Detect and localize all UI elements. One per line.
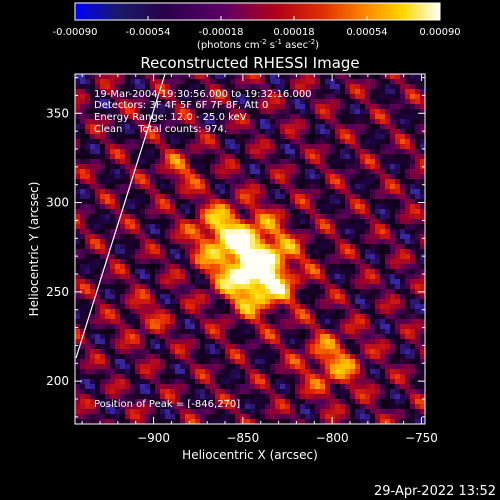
- colorbar-units: (photons cm-2 s-1 asec-2): [197, 38, 319, 51]
- y-tick-label: 200: [46, 374, 69, 388]
- y-tick-label: 350: [46, 106, 69, 120]
- colorbar-tick-label: 0.00018: [273, 27, 314, 38]
- colorbar-gradient: [74, 2, 441, 21]
- image-area: [74, 73, 426, 425]
- plot-title: Reconstructed RHESSI Image: [140, 54, 359, 72]
- x-tick-label: −800: [316, 431, 349, 445]
- colorbar-tick-label: 0.00054: [346, 27, 387, 38]
- x-tick-label: −850: [226, 431, 259, 445]
- annotations: 19-Mar-2004 19:30:56.000 to 19:32:16.000…: [94, 89, 312, 410]
- footer-timestamp: 29-Apr-2022 13:52: [374, 484, 496, 499]
- energy-range-label: Energy Range: 12.0 - 25.0 keV: [94, 112, 247, 123]
- time-range-label: 19-Mar-2004 19:30:56.000 to 19:32:16.000: [94, 89, 312, 100]
- y-tick-label: 250: [46, 285, 69, 299]
- x-axis-label: Heliocentric X (arcsec): [182, 448, 318, 462]
- y-tick-label: 300: [46, 196, 69, 210]
- x-axis: −900 −850 −800 −750: [81, 74, 438, 445]
- colorbar-ticks: -0.00090 -0.00054 -0.00018 0.00018 0.00054 0.…: [53, 16, 461, 38]
- colorbar-tick-label: 0.00090: [419, 27, 460, 38]
- colorbar-tick-label: -0.00054: [126, 27, 171, 38]
- colorbar-tick-label: -0.00018: [199, 27, 244, 38]
- x-tick-label: −900: [137, 431, 170, 445]
- detectors-label: Detectors: 3F 4F 5F 6F 7F 8F, Att 0: [94, 100, 268, 111]
- colorbar-tick-label: -0.00090: [53, 27, 98, 38]
- reconstructed-image: [75, 74, 425, 424]
- peak-position-label: Position of Peak = [-846,270]: [94, 399, 240, 410]
- x-tick-label: −750: [405, 431, 438, 445]
- y-axis-label: Heliocentric Y (arcsec): [27, 182, 41, 317]
- clean-counts-label: Clean Total counts: 974.: [94, 124, 227, 135]
- solar-limb-line: [75, 74, 166, 359]
- y-axis: 200 250 300 350: [46, 77, 425, 418]
- colorbar: -0.00090 -0.00054 -0.00018 0.00018 0.00054 0.…: [53, 2, 461, 51]
- plot-frame: [74, 73, 426, 425]
